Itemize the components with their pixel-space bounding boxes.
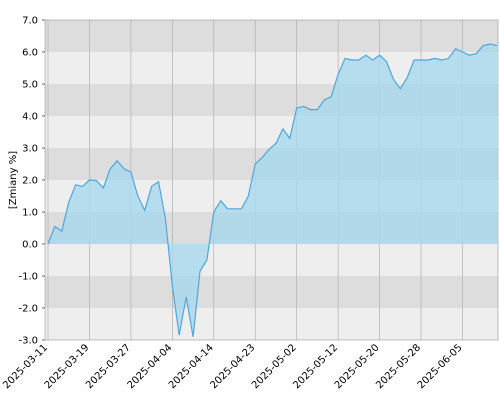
y-tick-label: -2.0 (18, 304, 38, 315)
line (47, 43, 498, 337)
y-tick-label: 0.0 (22, 240, 38, 251)
x-tick-label: 2025-06-05 (416, 342, 465, 391)
y-tick-label: 3.0 (22, 144, 38, 155)
plot-border (44, 19, 499, 341)
y-axis-label: [Zmiany %] (8, 151, 19, 209)
background-band (45, 244, 498, 276)
background-band (45, 276, 498, 308)
y-tick-label: 1.0 (22, 208, 38, 219)
y-tick-label: 2.0 (22, 176, 38, 187)
y-tick-label: 5.0 (22, 80, 38, 91)
y-tick-label: -3.0 (18, 336, 38, 347)
y-tick-label: -1.0 (18, 272, 38, 283)
y-tick-label: 4.0 (22, 112, 38, 123)
y-tick-label: 7.0 (22, 16, 38, 27)
y-tick-label: 6.0 (22, 48, 38, 59)
background-band (45, 308, 498, 340)
background-band (45, 20, 498, 52)
area-fill (48, 44, 497, 337)
